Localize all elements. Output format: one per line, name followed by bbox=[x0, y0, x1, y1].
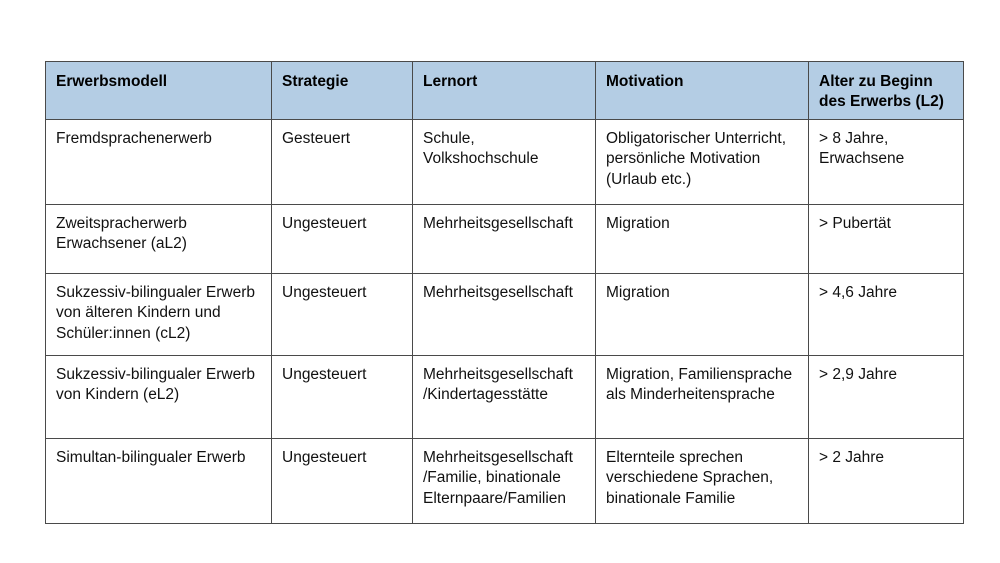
cell-text: Elternteile sprechen verschiedene Sprach… bbox=[606, 448, 774, 507]
table-body: Fremdsprachenerwerb Gesteuert Schule, Vo… bbox=[45, 118, 964, 524]
column-header-strategie: Strategie bbox=[271, 61, 413, 120]
cell-text: > 2,9 Jahre bbox=[819, 365, 897, 383]
cell-motivation: Migration, Familiensprache als Minderhei… bbox=[595, 354, 809, 439]
cell-strategie: Gesteuert bbox=[271, 118, 413, 205]
cell-text: > 2 Jahre bbox=[819, 448, 885, 466]
cell-text: Obligatorischer Unterricht, persönliche … bbox=[606, 129, 787, 188]
cell-text: Ungesteuert bbox=[282, 214, 367, 232]
table-row: Sukzessiv-bilingualer Erwerb von älteren… bbox=[45, 272, 964, 356]
cell-text: Mehrheitsgesellschaft bbox=[423, 283, 573, 301]
cell-alter: > 2 Jahre bbox=[808, 437, 964, 524]
cell-lernort: Mehrheitsgesellschaft /Kindertagesstätte bbox=[412, 354, 596, 439]
column-header-label: Strategie bbox=[282, 73, 349, 90]
cell-motivation: Migration bbox=[595, 203, 809, 274]
column-header-label: Alter zu Beginn des Erwerbs (L2) bbox=[819, 73, 944, 111]
cell-text: Migration bbox=[606, 283, 670, 301]
cell-erwerbsmodell: Zweitspracherwerb Erwachsener (aL2) bbox=[45, 203, 272, 274]
cell-erwerbsmodell: Simultan-bilingualer Erwerb bbox=[45, 437, 272, 524]
table-row: Fremdsprachenerwerb Gesteuert Schule, Vo… bbox=[45, 118, 964, 205]
cell-text: Sukzessiv-bilingualer Erwerb von älteren… bbox=[56, 283, 255, 342]
cell-motivation: Migration bbox=[595, 272, 809, 356]
cell-text: Gesteuert bbox=[282, 129, 351, 147]
acquisition-models-table: Erwerbsmodell Strategie Lernort Motivati… bbox=[45, 61, 964, 524]
cell-alter: > 2,9 Jahre bbox=[808, 354, 964, 439]
column-header-motivation: Motivation bbox=[595, 61, 809, 120]
column-header-alter: Alter zu Beginn des Erwerbs (L2) bbox=[808, 61, 964, 120]
cell-text: Simultan-bilingualer Erwerb bbox=[56, 448, 246, 466]
cell-text: Mehrheitsgesellschaft /Kindertagesstätte bbox=[423, 365, 573, 404]
cell-text: > Pubertät bbox=[819, 214, 891, 232]
table-row: Simultan-bilingualer Erwerb Ungesteuert … bbox=[45, 437, 964, 524]
column-header-label: Motivation bbox=[606, 73, 684, 90]
cell-strategie: Ungesteuert bbox=[271, 437, 413, 524]
cell-alter: > Pubertät bbox=[808, 203, 964, 274]
table-header: Erwerbsmodell Strategie Lernort Motivati… bbox=[45, 61, 964, 120]
column-header-erwerbsmodell: Erwerbsmodell bbox=[45, 61, 272, 120]
column-header-label: Lernort bbox=[423, 73, 478, 90]
cell-text: Mehrheitsgesellschaft /Familie, bination… bbox=[423, 448, 573, 507]
cell-text: > 4,6 Jahre bbox=[819, 283, 897, 301]
cell-text: Sukzessiv-bilingualer Erwerb von Kindern… bbox=[56, 365, 255, 404]
cell-erwerbsmodell: Sukzessiv-bilingualer Erwerb von Kindern… bbox=[45, 354, 272, 439]
cell-text: Migration, Familiensprache als Minderhei… bbox=[606, 365, 793, 404]
acquisition-models-table-container: Erwerbsmodell Strategie Lernort Motivati… bbox=[45, 61, 964, 524]
column-header-label: Erwerbsmodell bbox=[56, 73, 168, 90]
cell-text: Ungesteuert bbox=[282, 448, 367, 466]
cell-lernort: Schule, Volkshochschule bbox=[412, 118, 596, 205]
cell-text: Ungesteuert bbox=[282, 283, 367, 301]
column-header-lernort: Lernort bbox=[412, 61, 596, 120]
cell-strategie: Ungesteuert bbox=[271, 203, 413, 274]
cell-strategie: Ungesteuert bbox=[271, 354, 413, 439]
cell-erwerbsmodell: Fremdsprachenerwerb bbox=[45, 118, 272, 205]
cell-lernort: Mehrheitsgesellschaft bbox=[412, 272, 596, 356]
cell-lernort: Mehrheitsgesellschaft bbox=[412, 203, 596, 274]
cell-lernort: Mehrheitsgesellschaft /Familie, bination… bbox=[412, 437, 596, 524]
cell-text: Ungesteuert bbox=[282, 365, 367, 383]
cell-motivation: Obligatorischer Unterricht, persönliche … bbox=[595, 118, 809, 205]
table-row: Sukzessiv-bilingualer Erwerb von Kindern… bbox=[45, 354, 964, 439]
cell-text: Fremdsprachenerwerb bbox=[56, 129, 212, 147]
cell-strategie: Ungesteuert bbox=[271, 272, 413, 356]
cell-text: > 8 Jahre, Erwachsene bbox=[819, 129, 905, 168]
table-row: Zweitspracherwerb Erwachsener (aL2) Unge… bbox=[45, 203, 964, 274]
cell-motivation: Elternteile sprechen verschiedene Sprach… bbox=[595, 437, 809, 524]
cell-text: Migration bbox=[606, 214, 670, 232]
cell-alter: > 8 Jahre, Erwachsene bbox=[808, 118, 964, 205]
table-header-row: Erwerbsmodell Strategie Lernort Motivati… bbox=[45, 61, 964, 120]
cell-text: Zweitspracherwerb Erwachsener (aL2) bbox=[56, 214, 187, 253]
cell-text: Mehrheitsgesellschaft bbox=[423, 214, 573, 232]
cell-erwerbsmodell: Sukzessiv-bilingualer Erwerb von älteren… bbox=[45, 272, 272, 356]
cell-text: Schule, Volkshochschule bbox=[423, 129, 539, 168]
cell-alter: > 4,6 Jahre bbox=[808, 272, 964, 356]
